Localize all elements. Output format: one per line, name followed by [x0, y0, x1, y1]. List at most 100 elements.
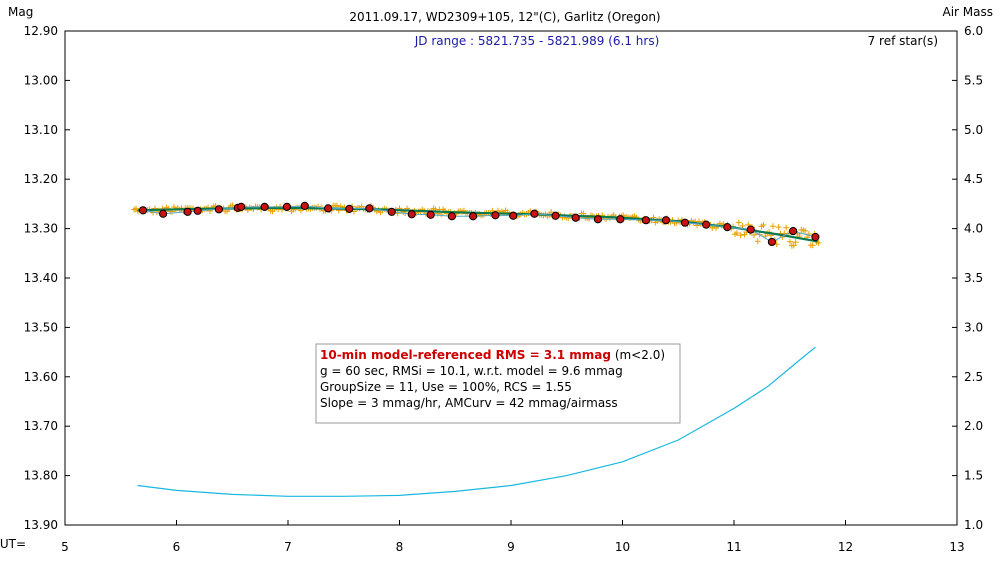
x-tick-label-0: 5 [61, 540, 69, 554]
y-right-tick-label-10: 1.0 [964, 518, 983, 532]
group-point [680, 218, 690, 227]
y-right-tick-label-3: 4.5 [964, 172, 983, 186]
group-point [426, 210, 435, 219]
x-axis-label: UT= [0, 537, 26, 551]
measurement-point [792, 239, 799, 246]
x-tick-label-8: 13 [949, 540, 964, 554]
x-tick-label-6: 11 [726, 540, 741, 554]
group-point [811, 232, 820, 242]
group-point [509, 211, 518, 220]
measurement-point [394, 210, 401, 217]
y-right-tick-label-6: 3.0 [964, 320, 983, 334]
measurement-point [775, 224, 782, 231]
group-point [260, 202, 269, 211]
y-left-tick-label-7: 13.60 [24, 370, 58, 384]
measurement-point [809, 242, 816, 249]
measurement-point [760, 221, 767, 228]
stats-line-1: 10-min model-referenced RMS = 3.1 mmag (… [320, 348, 665, 362]
y-right-tick-label-0: 6.0 [964, 24, 983, 38]
group-point [214, 205, 223, 214]
x-tick-label-3: 8 [396, 540, 404, 554]
group-average-points [138, 201, 820, 247]
group-point [530, 209, 539, 218]
group-point [593, 215, 603, 224]
y-left-tick-label-8: 13.70 [24, 419, 58, 433]
group-point [788, 226, 798, 236]
jd-range-label: JD range : 5821.735 - 5821.989 (6.1 hrs) [414, 34, 660, 48]
x-tick-label-5: 10 [615, 540, 630, 554]
group-point [193, 206, 202, 215]
plot-frame [64, 30, 958, 526]
y-right-tick-label-2: 5.0 [964, 123, 983, 137]
y-right-tick-label-9: 1.5 [964, 469, 983, 483]
stats-annotation-box: 10-min model-referenced RMS = 3.1 mmag (… [315, 343, 681, 424]
group-point [345, 204, 354, 213]
group-point [468, 212, 478, 221]
y-left-tick-label-0: 12.90 [24, 24, 58, 38]
y-left-tick-label-9: 13.80 [24, 469, 58, 483]
group-point [447, 212, 457, 221]
group-point [723, 223, 732, 232]
rms-condition: (m<2.0) [611, 348, 665, 362]
group-point [571, 213, 580, 222]
stats-line-4: Slope = 3 mmag/hr, AMCurv = 42 mmag/airm… [320, 396, 618, 410]
y-right-tick-label-5: 3.5 [964, 271, 983, 285]
airmass-series [137, 346, 816, 497]
axis-ticks: 5 6 7 8 9 10 11 12 13 12.90 13.00 13.10 13.20 13.30 13… [24, 24, 983, 554]
measurement-point [737, 232, 744, 239]
y-right-tick-label-1: 5.5 [964, 73, 983, 87]
x-tick-label-1: 6 [173, 540, 181, 554]
y-left-tick-label-4: 13.30 [24, 222, 58, 236]
rms-highlight: 10-min model-referenced RMS = 3.1 mmag [320, 348, 611, 362]
stats-line-3: GroupSize = 11, Use = 100%, RCS = 1.55 [320, 380, 572, 394]
measurement-point [733, 230, 740, 237]
airmass-curve [137, 346, 816, 497]
group-point [138, 206, 148, 215]
group-point [616, 215, 625, 224]
stats-line-2: g = 60 sec, RMSi = 10.1, w.r.t. model = … [320, 364, 623, 378]
y-right-tick-label-4: 4.0 [964, 222, 983, 236]
group-point [407, 210, 416, 219]
x-tick-label-4: 9 [507, 540, 515, 554]
group-point [159, 209, 168, 218]
measurement-point [735, 219, 742, 226]
y-left-tick-label-1: 13.00 [24, 73, 58, 87]
group-point [491, 211, 500, 220]
y-right-tick-label-8: 2.0 [964, 419, 983, 433]
measurement-point [769, 223, 776, 230]
left-axis-label: Mag [8, 5, 33, 19]
group-point [661, 216, 671, 225]
y-left-tick-label-6: 13.50 [24, 320, 58, 334]
ref-stars-label: 7 ref star(s) [868, 34, 938, 48]
group-point [183, 207, 192, 216]
group-point [746, 225, 755, 234]
y-left-tick-label-10: 13.90 [24, 518, 58, 532]
measurement-point [786, 238, 793, 245]
measurement-point [750, 231, 757, 238]
group-point [702, 220, 711, 229]
x-tick-label-2: 7 [284, 540, 292, 554]
model-trend-line [137, 206, 818, 243]
measurement-point [802, 227, 809, 234]
group-point [324, 204, 333, 213]
group-point [282, 202, 291, 211]
group-point [365, 204, 374, 213]
y-right-tick-label-7: 2.5 [964, 370, 983, 384]
y-left-tick-label-3: 13.20 [24, 172, 58, 186]
measurement-point [815, 239, 822, 246]
group-point [387, 207, 396, 216]
chart-title: 2011.09.17, WD2309+105, 12"(C), Garlitz … [349, 10, 660, 24]
measurement-point [790, 242, 797, 249]
y-left-tick-label-5: 13.40 [24, 271, 58, 285]
measurement-point [754, 238, 761, 245]
x-tick-label-7: 12 [838, 540, 853, 554]
measurement-point [805, 231, 812, 238]
group-point [551, 211, 560, 220]
group-point [300, 201, 309, 210]
right-axis-label: Air Mass [942, 5, 993, 19]
y-left-tick-label-2: 13.10 [24, 123, 58, 137]
group-point [237, 202, 246, 211]
group-point [767, 237, 777, 247]
group-point [641, 216, 651, 225]
